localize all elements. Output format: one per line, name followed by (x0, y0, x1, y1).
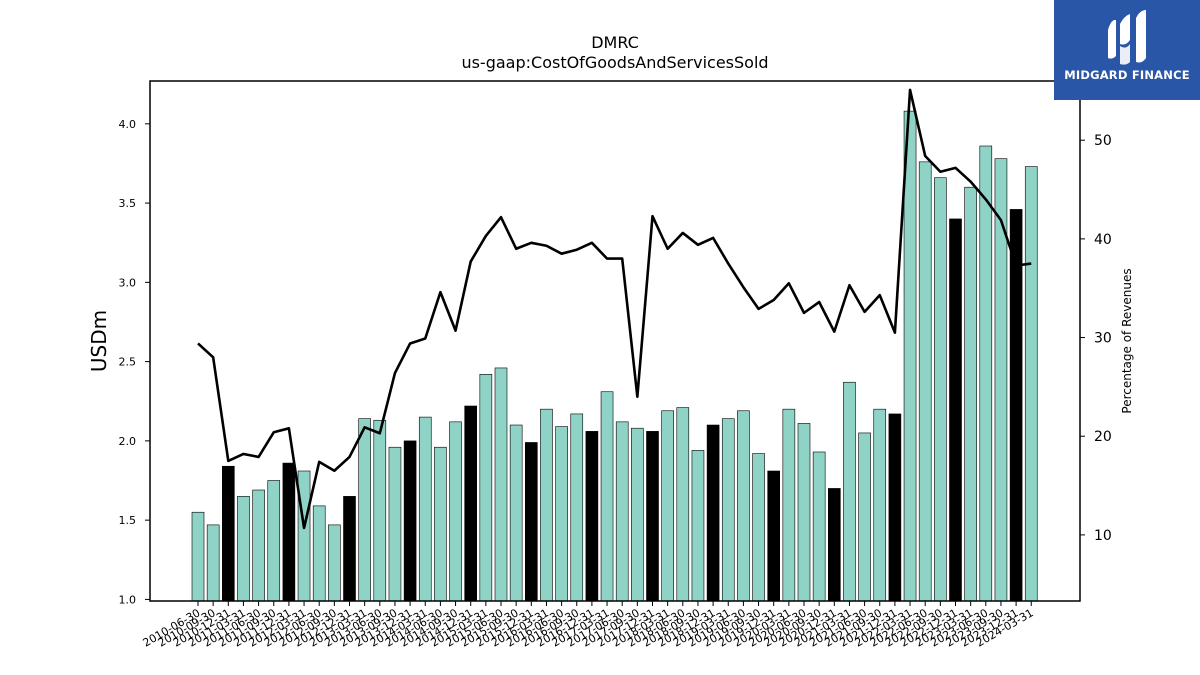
bar-2016-06-30 (555, 426, 568, 602)
y-tick-label-right: 20 (1094, 429, 1112, 445)
bar-2019-09-30 (752, 453, 765, 602)
bar-2014-12-31 (464, 405, 478, 602)
bar-2014-06-30 (434, 446, 447, 602)
percentage-line (197, 88, 1032, 530)
y-tick-label-right: 50 (1094, 133, 1112, 149)
bar-2013-06-30 (373, 419, 387, 602)
bar-2017-06-30 (615, 421, 629, 602)
bar-2011-12-31 (282, 462, 296, 602)
y-tick-label-right: 30 (1094, 331, 1112, 347)
bar-2012-09-30 (328, 524, 341, 602)
bar-2015-09-30 (509, 424, 523, 602)
y-tick-label-left: 2.5 (119, 356, 137, 369)
bar-2020-06-30 (797, 423, 811, 602)
bar-2022-06-30 (918, 161, 932, 602)
bar-2016-12-31 (585, 431, 599, 602)
y-tick-label-right: 40 (1094, 232, 1112, 248)
x-axis: 2010-06-302010-09-302010-12-312011-03-31… (141, 601, 1036, 650)
bar-2022-12-31 (949, 218, 962, 602)
chart-subtitle: us-gaap:CostOfGoodsAndServicesSold (461, 53, 768, 72)
bar-2016-09-30 (570, 413, 584, 602)
bar-2023-03-31 (964, 186, 977, 602)
bar-2023-12-31 (1009, 209, 1023, 602)
y-axis-label-left: USDm (87, 310, 111, 372)
bar-2012-06-30 (312, 505, 326, 602)
bar-2018-06-30 (676, 407, 690, 602)
bar-2013-12-31 (403, 440, 417, 602)
bar-2011-09-30 (267, 480, 281, 602)
y-axis-right: 10 20 30 40 50 (1080, 133, 1112, 544)
bar-2022-09-30 (934, 177, 947, 602)
y-tick-label-left: 4.0 (119, 118, 137, 131)
bar-2024-03-31 (1024, 166, 1038, 602)
y-tick-label-right: 10 (1094, 528, 1112, 544)
y-tick-label-left: 3.0 (119, 276, 137, 289)
bar-2015-12-31 (524, 442, 538, 602)
chart-title: DMRC (591, 33, 639, 52)
bar-2010-09-30 (206, 524, 220, 602)
y-axis-label-right: Percentage of Revenues (1120, 268, 1134, 413)
bar-2010-12-31 (222, 465, 235, 602)
bar-2018-09-30 (691, 450, 705, 602)
bar-2017-12-31 (646, 431, 659, 602)
logo-text: MIDGARD FINANCE (1064, 68, 1190, 82)
bar-2022-03-31 (903, 110, 917, 602)
bar-2020-09-30 (812, 451, 826, 602)
plot-frame (149, 80, 1081, 602)
bar-series (191, 110, 1038, 602)
bar-2017-03-31 (600, 391, 614, 602)
bar-2023-09-30 (994, 158, 1008, 602)
bar-2015-03-31 (479, 373, 493, 602)
bar-2011-06-30 (252, 489, 265, 602)
bar-2019-12-31 (767, 470, 781, 602)
bar-2017-09-30 (631, 427, 644, 602)
y-tick-label-left: 1.5 (119, 514, 137, 527)
bar-2018-12-31 (706, 424, 720, 602)
y-tick-label-left: 3.5 (119, 197, 137, 210)
bar-2014-09-30 (449, 421, 462, 602)
bar-2015-06-30 (494, 367, 508, 602)
bar-2013-03-31 (358, 418, 371, 602)
bar-2021-09-30 (873, 408, 887, 602)
bar-2021-12-31 (888, 413, 902, 602)
bar-2018-03-31 (661, 410, 674, 602)
midgard-logo-icon (1108, 10, 1146, 65)
y-tick-label-left: 1.0 (119, 593, 137, 606)
bar-2012-03-31 (297, 470, 311, 602)
bar-2020-12-31 (827, 488, 841, 602)
bar-2023-06-30 (979, 145, 993, 602)
midgard-finance-logo: MIDGARD FINANCE (1054, 0, 1200, 100)
bar-2012-12-31 (343, 496, 356, 602)
y-axis-left: 1.0 1.5 2.0 2.5 3.0 3.5 4.0 (119, 118, 150, 606)
line-series (197, 88, 1032, 530)
bar-2014-03-31 (418, 416, 432, 602)
bar-2020-03-31 (782, 408, 796, 602)
bar-2021-06-30 (858, 432, 871, 602)
bar-2021-03-31 (843, 381, 856, 602)
bar-2019-06-30 (737, 410, 750, 602)
bar-2019-03-31 (721, 418, 735, 602)
y-tick-label-left: 2.0 (119, 435, 137, 448)
bar-2013-09-30 (388, 446, 402, 602)
bar-2010-06-30 (191, 511, 205, 602)
bar-2011-03-31 (237, 496, 250, 602)
bar-2016-03-31 (540, 408, 553, 602)
